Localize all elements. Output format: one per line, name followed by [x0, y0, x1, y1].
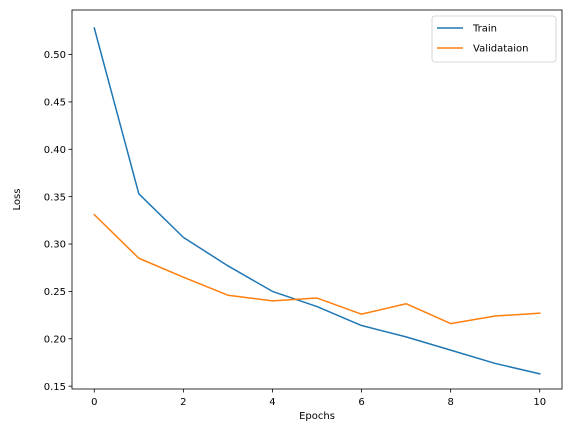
- series-line-validation: [93, 213, 541, 325]
- x-tick-label: 10: [533, 397, 546, 408]
- series-line-train: [93, 27, 541, 375]
- x-tick-label: 0: [91, 397, 97, 408]
- legend-label-train: Train: [472, 24, 497, 35]
- x-axis-ticks: 0 2 4 6 8 10: [91, 389, 546, 408]
- y-tick-label: 0.15: [44, 382, 66, 393]
- x-tick-label: 8: [447, 397, 453, 408]
- y-tick-label: 0.20: [44, 334, 66, 345]
- y-tick-label: 0.35: [44, 192, 66, 203]
- legend: Train Validataion: [431, 15, 557, 63]
- series-layer: [93, 27, 541, 375]
- y-tick-label: 0.25: [44, 287, 66, 298]
- y-axis-label: Loss: [12, 189, 23, 211]
- plot-frame: [71, 9, 563, 390]
- y-axis-ticks: 0.15 0.20 0.25 0.30 0.35 0.40 0.45 0.50: [44, 50, 72, 393]
- x-tick-label: 4: [269, 397, 275, 408]
- plot-area: [72, 10, 562, 389]
- x-axis-label: Epochs: [299, 411, 335, 422]
- y-tick-label: 0.45: [44, 98, 66, 109]
- x-tick-label: 2: [180, 397, 186, 408]
- y-tick-label: 0.30: [44, 240, 66, 251]
- legend-label-validation: Validataion: [473, 44, 529, 55]
- y-tick-label: 0.50: [44, 50, 66, 61]
- y-tick-label: 0.40: [44, 145, 66, 156]
- x-tick-label: 6: [358, 397, 364, 408]
